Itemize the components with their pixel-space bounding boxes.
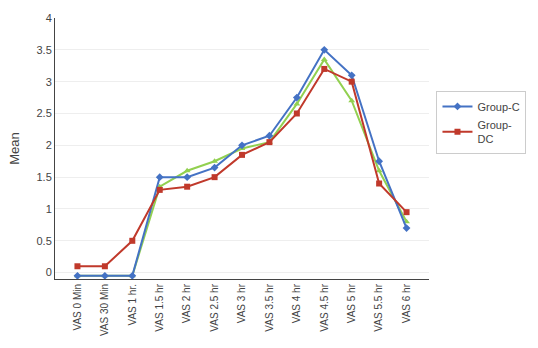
svg-text:1.5: 1.5 — [37, 171, 52, 183]
svg-text:4: 4 — [46, 12, 52, 24]
svg-text:VAS 5 hr: VAS 5 hr — [346, 283, 357, 323]
svg-text:VAS 3.5 hr: VAS 3.5 hr — [264, 283, 275, 331]
svg-text:0: 0 — [46, 266, 52, 278]
svg-text:VAS 4 hr: VAS 4 hr — [291, 283, 302, 323]
svg-text:0.5: 0.5 — [37, 235, 52, 247]
svg-text:VAS 30 Min: VAS 30 Min — [99, 284, 110, 336]
svg-text:Mean: Mean — [7, 132, 22, 165]
svg-text:VAS 5.5 hr: VAS 5.5 hr — [373, 283, 384, 331]
svg-text:VAS 2.5 hr: VAS 2.5 hr — [209, 283, 220, 331]
svg-text:VAS 0 Min: VAS 0 Min — [72, 284, 83, 331]
svg-text:3.5: 3.5 — [37, 44, 52, 56]
svg-text:VAS 4.5 hr: VAS 4.5 hr — [319, 283, 330, 331]
svg-text:1: 1 — [46, 203, 52, 215]
svg-text:VAS 1 hr.: VAS 1 hr. — [127, 284, 138, 326]
svg-text:VAS 3 hr: VAS 3 hr — [236, 283, 247, 323]
svg-text:VAS 2 hr: VAS 2 hr — [181, 283, 192, 323]
svg-text:VAS 6 hr: VAS 6 hr — [401, 283, 412, 323]
svg-text:2.5: 2.5 — [37, 107, 52, 119]
svg-text:Group-C: Group-C — [477, 101, 519, 113]
svg-text:Group-DC: Group-DC — [477, 119, 512, 145]
svg-text:2: 2 — [46, 139, 52, 151]
svg-text:3: 3 — [46, 76, 52, 88]
svg-text:VAS 1.5 hr: VAS 1.5 hr — [154, 283, 165, 331]
